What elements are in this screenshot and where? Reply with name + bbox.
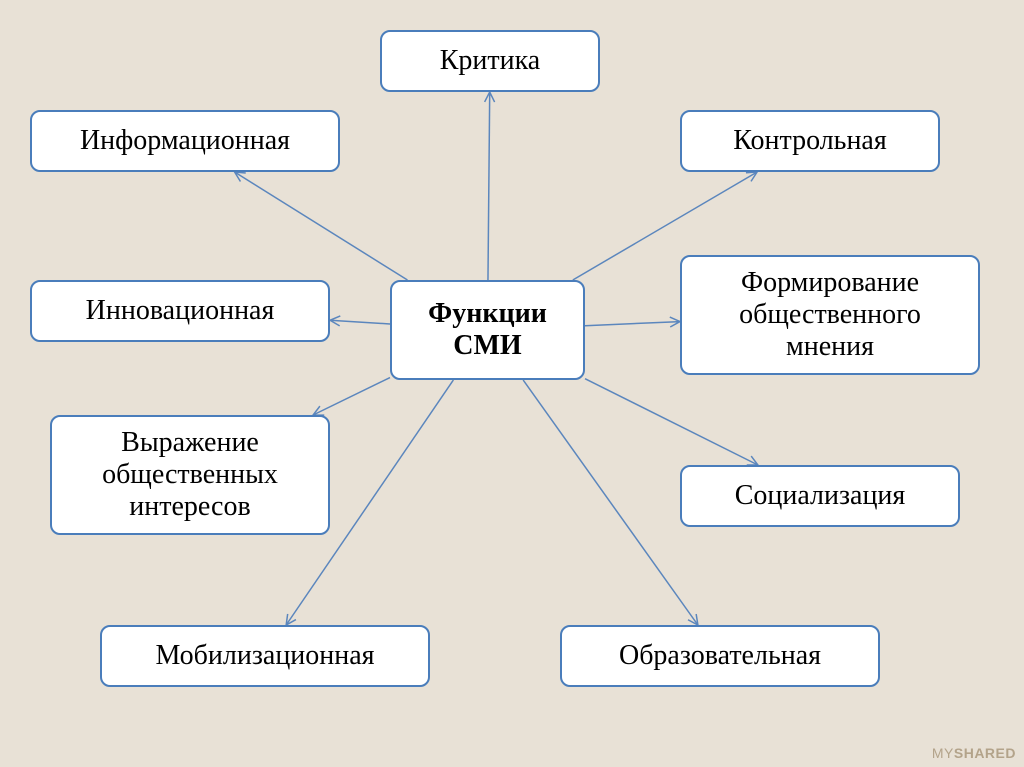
edge-n7 bbox=[585, 379, 758, 465]
node-n4: Инновационная bbox=[30, 280, 330, 342]
edge-n6 bbox=[313, 378, 390, 415]
node-n5: Формированиеобщественногомнения bbox=[680, 255, 980, 375]
node-n3: Контрольная bbox=[680, 110, 940, 172]
center-node: ФункцииСМИ bbox=[390, 280, 585, 380]
edge-n9 bbox=[523, 380, 698, 625]
watermark: MYSHARED bbox=[932, 745, 1016, 761]
watermark-shared: SHARED bbox=[954, 745, 1016, 761]
diagram-canvas: MYSHARED ФункцииСМИ Критика Информационная… bbox=[0, 0, 1024, 767]
node-n2: Информационная bbox=[30, 110, 340, 172]
node-n8: Мобилизационная bbox=[100, 625, 430, 687]
node-n6: Выражениеобщественныхинтересов bbox=[50, 415, 330, 535]
edge-n1 bbox=[488, 92, 490, 280]
edge-n5 bbox=[585, 322, 680, 326]
edge-n2 bbox=[235, 172, 408, 280]
node-n9: Образовательная bbox=[560, 625, 880, 687]
node-n7: Социализация bbox=[680, 465, 960, 527]
edge-n4 bbox=[330, 320, 390, 324]
watermark-my: MY bbox=[932, 745, 954, 761]
node-n1: Критика bbox=[380, 30, 600, 92]
